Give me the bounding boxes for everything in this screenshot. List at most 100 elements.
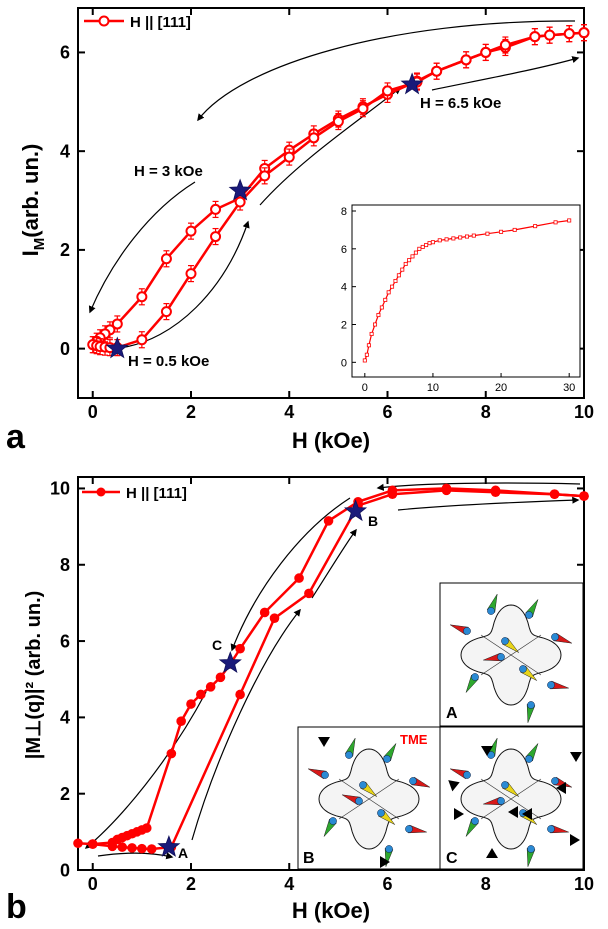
atom-sphere: [487, 607, 495, 615]
inset-point: [393, 278, 398, 283]
panel-a-ytick-label: 0: [60, 339, 70, 359]
star-icon: [228, 178, 252, 201]
panel-a-ylabel-sub: M: [31, 238, 48, 251]
atom-sphere: [377, 809, 385, 817]
panel-a-xtick-label: 6: [382, 402, 392, 422]
panel-a-series-1-point: [283, 151, 295, 163]
panel-b-series-1-point: [304, 588, 314, 599]
panel-b-series-1-point: [490, 487, 501, 498]
atom-sphere: [547, 681, 555, 689]
panel-b-series-0-point: [166, 748, 177, 759]
panel-a-legend: H || [111]: [84, 14, 191, 31]
panel-a-legend-text: H || [111]: [130, 14, 191, 31]
panel-a-ytick-label: 2: [60, 240, 70, 260]
inset-point: [379, 305, 384, 310]
panel-b-frame: [77, 476, 585, 871]
panel-a-series-1-point: [308, 132, 320, 144]
panel-b-xtick-label: 6: [382, 874, 392, 894]
panel-a-series-1-point: [234, 196, 246, 208]
inset-a-molecule: [449, 593, 573, 723]
panel-b-series-0-point: [186, 699, 196, 709]
panel-b-series-0-point: [196, 689, 206, 700]
panel-a-series-1-point: [136, 334, 148, 346]
inset-point: [471, 233, 476, 238]
panel-a-series-1-point: [210, 231, 222, 243]
inset-point: [386, 290, 391, 295]
panel-b-xtick-label: 10: [574, 874, 594, 894]
bond-line: [338, 778, 400, 820]
panel-a-axes: 0 2 4 6 8 10 0 2 4 6: [60, 8, 594, 422]
panel-a-star-label: H = 0.5 kOe: [128, 353, 209, 370]
atom-sphere: [359, 781, 367, 789]
panel-b-ytick-label: 4: [60, 708, 70, 728]
inset-point: [396, 273, 401, 278]
inset-c-label: C: [446, 850, 458, 867]
atom-sphere: [497, 653, 505, 661]
panel-b-legend: H || [111]: [82, 485, 187, 502]
panel-a-stars: H = 0.5 kOe H = 3 kOe H = 6.5 kOe: [105, 72, 501, 370]
atom-sphere: [551, 777, 559, 785]
panel-b-axes: 0 2 4 6 8 10 0 2 4 6 8 10: [50, 477, 594, 894]
panel-b-xtick-label: 4: [284, 874, 294, 894]
panel-a-xtick-label: 2: [186, 402, 196, 422]
inset-point: [499, 229, 504, 234]
inset-xtick-label: 10: [427, 382, 439, 394]
star-icon: [344, 499, 368, 522]
atom-sphere: [345, 751, 353, 759]
inset-point: [567, 218, 572, 223]
panel-a-ylabel-rest: (arb. un.): [18, 144, 43, 238]
panel-a-series-1-point: [259, 170, 271, 182]
panel-b: 0 2 4 6 8 10 0 2 4 6 8 10 A C B H || [111] A B: [6, 476, 594, 926]
panel-b-ytick-label: 2: [60, 784, 70, 804]
star-icon: [218, 651, 242, 674]
inset-point: [383, 297, 388, 302]
inset-point: [437, 238, 442, 243]
atom-sphere: [497, 797, 505, 805]
inset-point: [390, 284, 395, 289]
inset-xtick-label: 20: [495, 382, 507, 394]
panel-a-xtick-label: 0: [88, 402, 98, 422]
atom-sphere: [329, 817, 337, 825]
atom-sphere: [383, 755, 391, 763]
panel-a: 0 2 4 6 8 10 0 2 4 6 H = 0.5 kOe H = 3 kOe H = 6.5 …: [6, 7, 594, 456]
panel-b-label: b: [6, 888, 27, 926]
panel-b-ytick-label: 6: [60, 631, 70, 651]
atom-sphere: [551, 633, 559, 641]
panel-a-series-1-point: [460, 54, 472, 66]
star-icon: [105, 336, 129, 359]
panel-a-ytick-label: 4: [60, 141, 70, 161]
atom-sphere: [463, 771, 471, 779]
panel-b-series-0-point: [176, 716, 186, 726]
inset-c-molecule: [449, 737, 573, 867]
inset-point: [464, 234, 469, 239]
panel-b-series-1-point: [441, 485, 452, 496]
panel-a-ylabel: IM(arb. un.): [18, 144, 48, 257]
panel-b-star-label: A: [178, 845, 188, 861]
panel-b-series-1-point: [137, 843, 147, 854]
panel-b-series-1-point: [235, 689, 245, 700]
panel-a-xlabel: H (kOe): [292, 428, 370, 453]
panel-a-series-1-point: [499, 39, 511, 51]
atom-sphere: [527, 701, 535, 709]
inset-point: [364, 352, 369, 357]
inset-point: [417, 246, 422, 251]
panel-b-series-1-point: [387, 489, 398, 499]
panel-b-series-1-point: [579, 491, 589, 501]
panel-a-inset-plot: 0 10 20 30 0 2 4 6 8: [341, 206, 575, 394]
panel-a-frame: [77, 7, 585, 399]
svg-text:IM(arb. un.): IM(arb. un.): [18, 144, 48, 257]
inset-ytick-label: 4: [341, 282, 347, 294]
panel-b-series-0-point: [259, 607, 270, 618]
bond-line: [480, 778, 542, 820]
inset-point: [403, 261, 408, 266]
inset-point: [410, 254, 415, 259]
panel-b-series-0-point: [323, 516, 334, 526]
panel-b-series-1-line: [92, 489, 585, 851]
inset-xtick-label: 30: [563, 382, 575, 394]
inset-point: [458, 235, 463, 240]
atom-sphere: [519, 665, 527, 673]
inset-point: [444, 237, 449, 242]
inset-point: [362, 358, 367, 363]
inset-ytick-label: 2: [341, 319, 347, 331]
inset-point: [373, 322, 378, 327]
